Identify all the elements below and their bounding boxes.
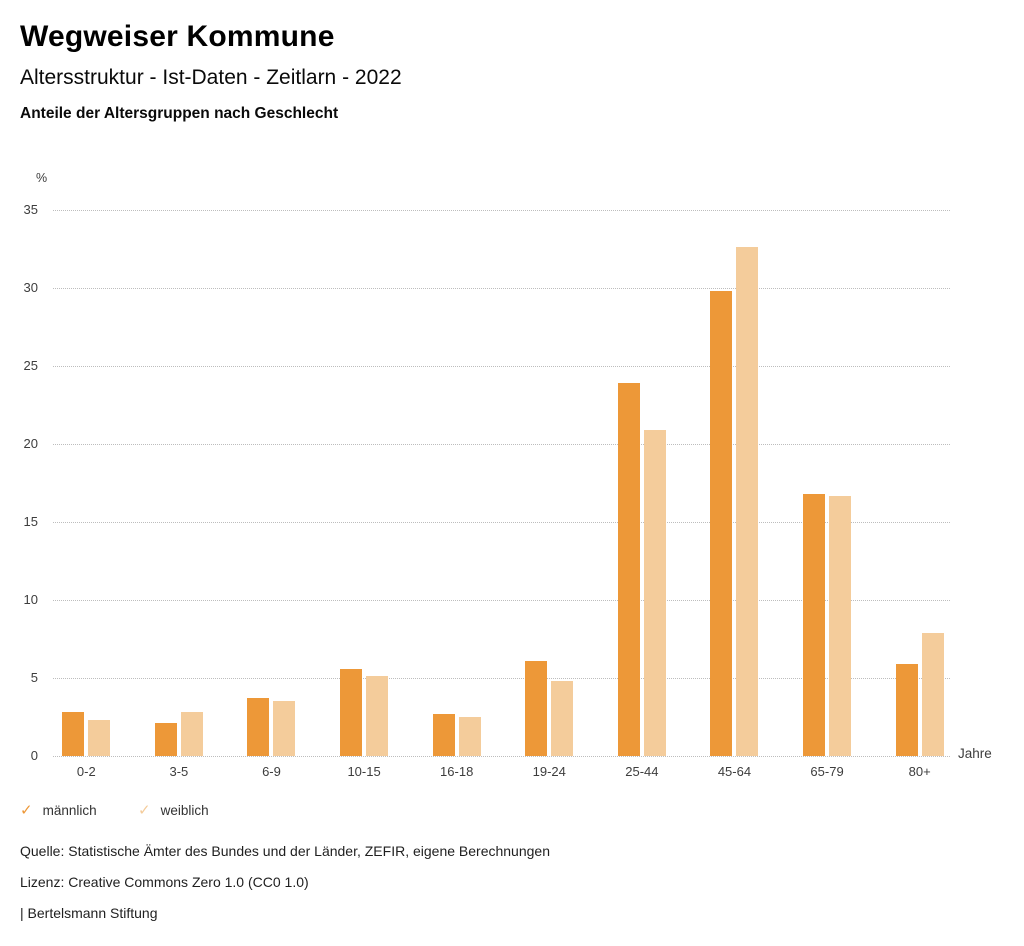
x-tick-label-45-64: 45-64	[717, 764, 752, 779]
y-tick-label-15: 15	[23, 514, 38, 529]
y-tick-label-5: 5	[30, 670, 38, 685]
legend: ✓ männlich ✓ weiblich	[20, 801, 256, 819]
bar-weiblich-45-64[interactable]	[736, 247, 759, 756]
x-axis-unit-label: Jahre	[958, 746, 992, 761]
bar-group-16-18	[410, 210, 503, 756]
bar-group-3-5	[133, 210, 226, 756]
bar-weiblich-10-15[interactable]	[366, 676, 389, 756]
bar-plot-area	[40, 210, 966, 756]
bar-männlich-45-64[interactable]	[710, 291, 733, 756]
bar-männlich-80+[interactable]	[895, 664, 918, 756]
bar-männlich-25-44[interactable]	[617, 383, 640, 756]
y-tick-label-25: 25	[23, 358, 38, 373]
bar-weiblich-19-24[interactable]	[551, 681, 574, 756]
x-tick-label-6-9: 6-9	[262, 764, 281, 779]
gridlines	[53, 210, 950, 757]
grid-line-30	[53, 288, 950, 289]
x-tick-label-16-18: 16-18	[440, 764, 474, 779]
grid-line-20	[53, 444, 950, 445]
x-tick-label-25-44: 25-44	[625, 764, 659, 779]
x-axis-tick-labels: 0-2 3-5 6-9 10-15 16-18 19-24 25-44 45-64 65-79 8…	[40, 764, 966, 779]
bar-männlich-3-5[interactable]	[154, 723, 177, 756]
y-tick-label-10: 10	[23, 592, 38, 607]
branding-text: | Bertelsmann Stiftung	[20, 905, 158, 921]
legend-check-icon: ✓	[20, 802, 33, 819]
grid-line-15	[53, 522, 950, 523]
bar-männlich-6-9[interactable]	[247, 698, 270, 756]
bar-männlich-0-2[interactable]	[62, 712, 85, 756]
legend-label: weiblich	[160, 802, 209, 818]
x-tick-label-3-5: 3-5	[169, 764, 189, 779]
y-tick-label-30: 30	[23, 280, 38, 295]
legend-label: männlich	[42, 802, 97, 818]
grid-line-25	[53, 366, 950, 367]
app-title: Wegweiser Kommune	[20, 20, 335, 53]
bar-weiblich-25-44[interactable]	[643, 430, 666, 756]
bar-männlich-19-24[interactable]	[525, 660, 548, 756]
x-tick-label-0-2: 0-2	[76, 764, 96, 779]
grid-line-35	[53, 210, 950, 211]
bar-group-65-79	[781, 210, 874, 756]
bar-group-0-2	[40, 210, 133, 756]
y-axis-tick-labels: 35 30 25 20 15 10 5 0	[0, 202, 38, 763]
chart-subtitle: Altersstruktur - Ist-Daten - Zeitlarn - …	[20, 66, 402, 89]
bar-weiblich-0-2[interactable]	[88, 720, 111, 756]
legend-item-weiblich[interactable]: ✓ weiblich	[138, 801, 256, 819]
bar-weiblich-65-79[interactable]	[829, 495, 852, 756]
bar-group-6-9	[225, 210, 318, 756]
grid-line-0	[53, 756, 950, 757]
x-tick-label-80+: 80+	[908, 764, 931, 779]
bar-group-80+	[873, 210, 966, 756]
grid-line-5	[53, 678, 950, 679]
grid-line-10	[53, 600, 950, 601]
bar-group-19-24	[503, 210, 596, 756]
bar-group-45-64	[688, 210, 781, 756]
bar-weiblich-6-9[interactable]	[273, 701, 296, 756]
bar-weiblich-80+[interactable]	[921, 632, 944, 756]
bar-weiblich-16-18[interactable]	[458, 717, 481, 756]
bar-männlich-16-18[interactable]	[432, 713, 455, 756]
legend-item-männlich[interactable]: ✓ männlich	[20, 801, 138, 819]
x-tick-label-19-24: 19-24	[532, 764, 566, 779]
y-tick-label-35: 35	[23, 202, 38, 217]
x-tick-label-65-79: 65-79	[810, 764, 844, 779]
y-tick-label-0: 0	[30, 748, 38, 763]
y-axis-unit-label: %	[36, 171, 48, 185]
bar-group-25-44	[596, 210, 689, 756]
x-tick-label-10-15: 10-15	[347, 764, 381, 779]
chart-heading: Anteile der Altersgruppen nach Geschlech…	[20, 105, 339, 122]
license-text: Lizenz: Creative Commons Zero 1.0 (CC0 1…	[20, 874, 309, 890]
y-tick-label-20: 20	[23, 436, 38, 451]
bar-männlich-10-15[interactable]	[340, 668, 363, 756]
source-text: Quelle: Statistische Ämter des Bundes un…	[20, 843, 550, 859]
bar-weiblich-3-5[interactable]	[180, 712, 203, 756]
bar-group-10-15	[318, 210, 411, 756]
legend-check-icon: ✓	[138, 802, 151, 819]
bar-männlich-65-79[interactable]	[803, 493, 826, 756]
